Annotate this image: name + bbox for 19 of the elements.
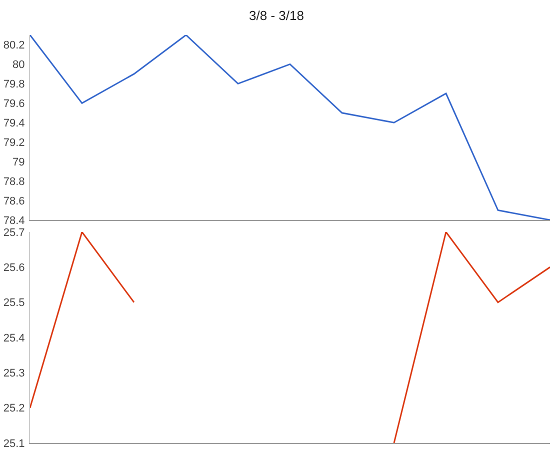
line-series bbox=[30, 35, 550, 220]
y-tick-label: 25.1 bbox=[3, 438, 25, 450]
y-tick-label: 25.6 bbox=[3, 262, 25, 274]
y-tick-label: 79.8 bbox=[3, 78, 25, 91]
y-tick-label: 25.5 bbox=[3, 297, 25, 310]
y-tick-label: 25.4 bbox=[3, 332, 25, 344]
y-tick-label: 79.2 bbox=[3, 136, 25, 149]
y-tick-label: 80.2 bbox=[3, 40, 25, 52]
y-tick-label: 79 bbox=[12, 156, 25, 168]
y-tick-label: 25.2 bbox=[3, 402, 25, 415]
y-tick-label: 79.6 bbox=[3, 98, 25, 110]
chart-title: 3/8 - 3/18 bbox=[249, 8, 304, 24]
y-tick-label: 78.8 bbox=[3, 176, 25, 188]
y-tick-label: 78.4 bbox=[3, 214, 25, 227]
y-tick-label: 79.4 bbox=[3, 117, 25, 130]
y-tick-label: 78.6 bbox=[3, 195, 25, 208]
y-tick-label: 25.3 bbox=[3, 368, 25, 380]
y-tick-label: 25.7 bbox=[3, 226, 25, 239]
y-tick-label: 80 bbox=[12, 59, 25, 72]
